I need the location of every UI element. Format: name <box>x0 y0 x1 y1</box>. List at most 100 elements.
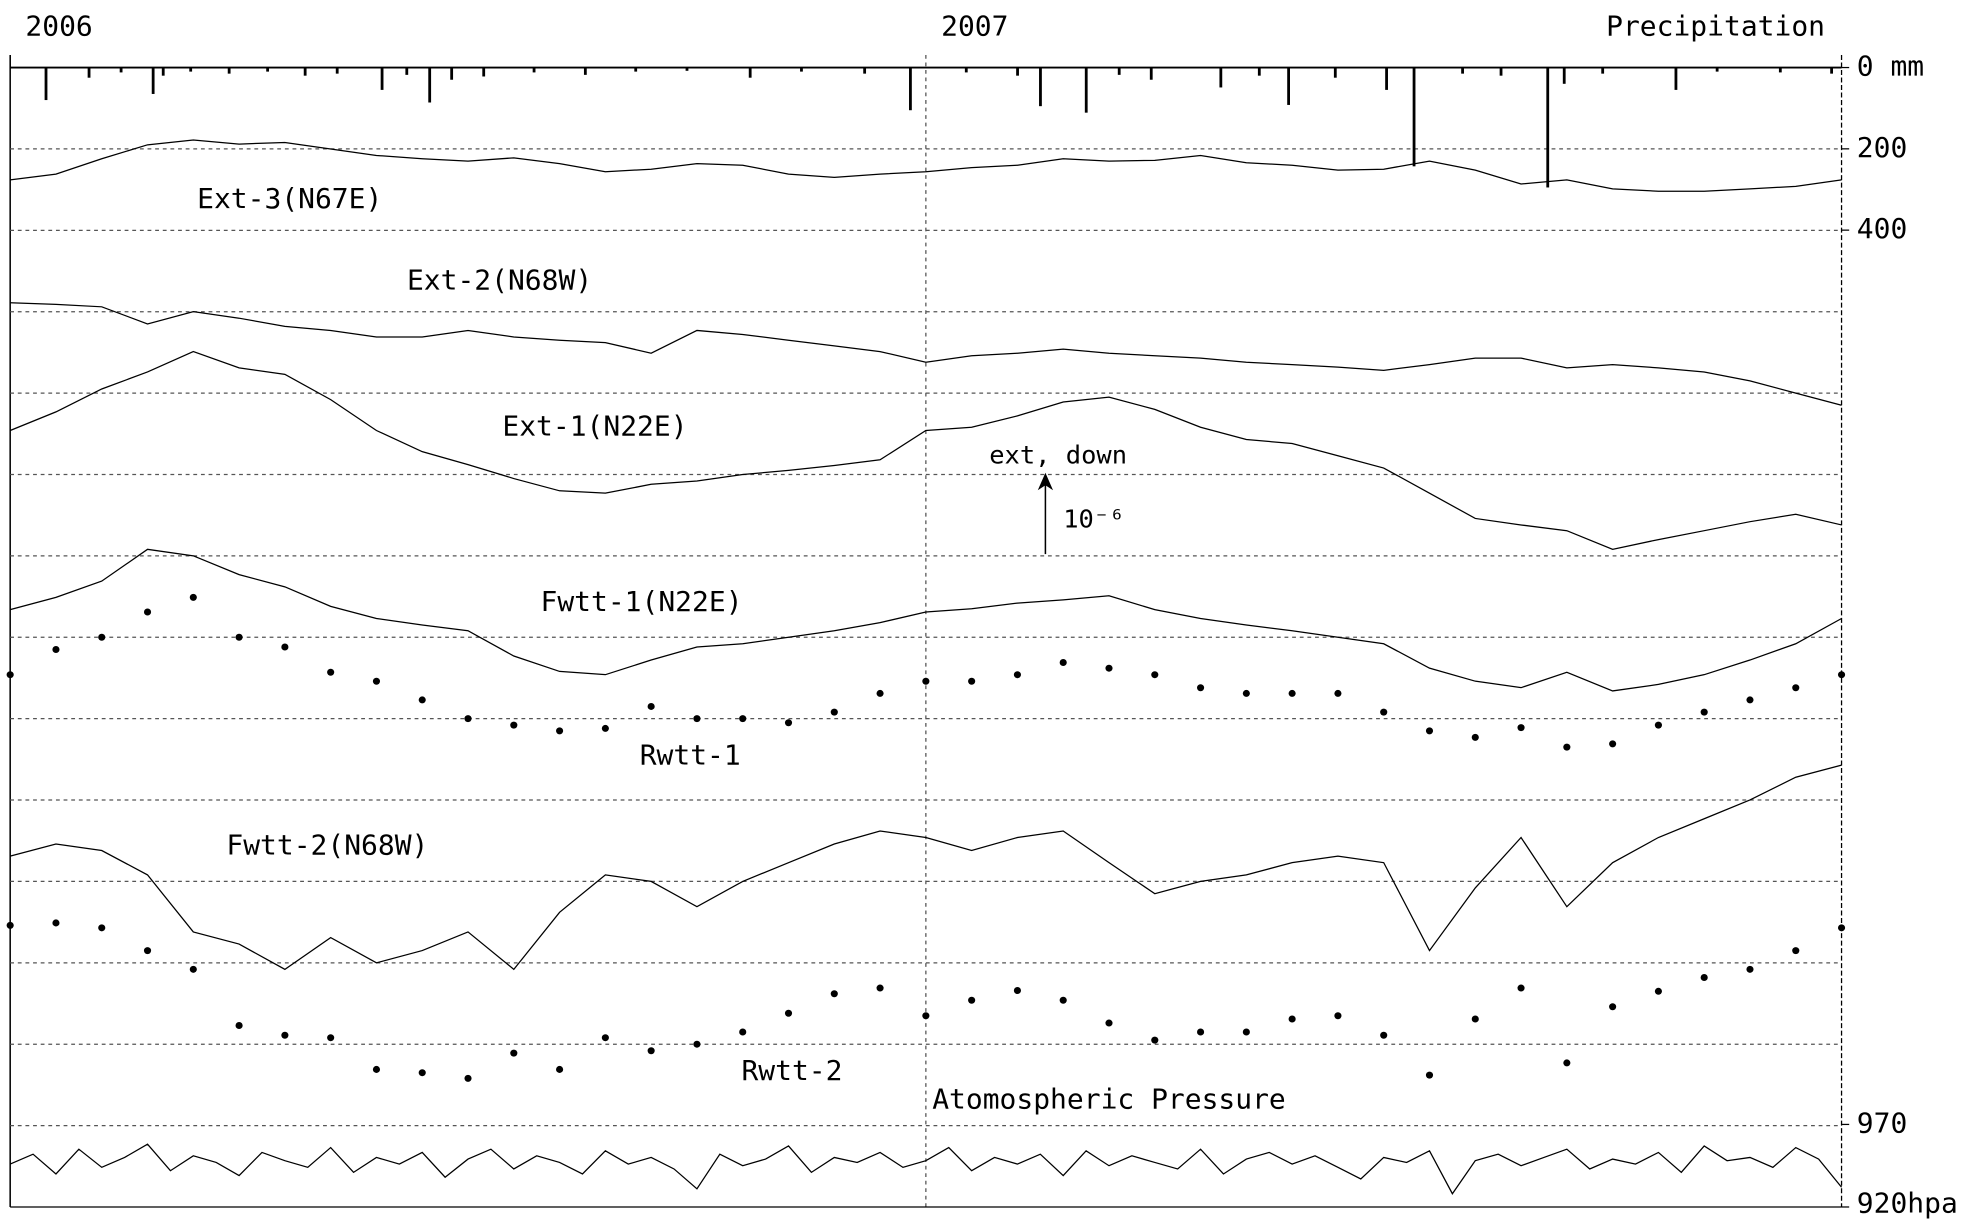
precipitation-bar <box>1016 67 1019 76</box>
precipitation-bar <box>1117 67 1121 75</box>
data-point <box>739 1028 747 1036</box>
y-tick-label: 920hpa <box>1857 1187 1958 1220</box>
scale-arrowhead <box>1037 472 1054 491</box>
series-line <box>10 764 1842 971</box>
data-point <box>1746 965 1754 973</box>
precipitation-bar <box>532 67 536 73</box>
data-point <box>235 1021 243 1029</box>
data-point <box>1746 696 1754 704</box>
precipitation-bar <box>482 67 486 77</box>
series-label: Fwtt-1(N22E) <box>541 585 743 618</box>
precipitation-bar <box>428 67 432 103</box>
data-point <box>1059 996 1067 1004</box>
data-point <box>1105 664 1113 672</box>
data-point <box>1517 724 1525 732</box>
data-point <box>1700 708 1708 716</box>
precipitation-bar <box>119 67 123 73</box>
data-point <box>556 1065 564 1073</box>
data-point <box>52 645 60 653</box>
series-label: Ext-3(N67E) <box>197 182 382 215</box>
data-point <box>1334 1012 1342 1020</box>
precipitation-bar <box>1546 67 1550 188</box>
precipitation-bar <box>1084 67 1088 113</box>
series-line <box>10 548 1842 692</box>
precipitation-bar <box>380 67 384 90</box>
data-point <box>1471 733 1479 741</box>
data-point <box>601 1034 609 1042</box>
data-point <box>693 1040 701 1048</box>
data-point <box>327 668 335 676</box>
y-tick-label: 0 mm <box>1857 50 1924 83</box>
data-point <box>52 919 60 927</box>
x-tick-label: 2006 <box>25 10 92 43</box>
data-point <box>6 671 14 679</box>
precipitation-bar <box>1149 67 1153 80</box>
data-point <box>281 643 289 651</box>
data-point <box>830 708 838 716</box>
data-point <box>556 727 564 735</box>
data-point <box>372 677 381 685</box>
precipitation-bar <box>909 67 912 111</box>
data-point <box>98 633 106 641</box>
data-point <box>1242 1028 1250 1036</box>
precipitation-bar <box>634 67 638 72</box>
data-point <box>6 921 14 929</box>
data-point <box>510 721 518 729</box>
precipitation-bar <box>1039 67 1042 107</box>
data-point <box>1059 658 1067 666</box>
data-point <box>1151 671 1159 679</box>
precipitation-bar <box>1674 67 1678 90</box>
series-label: Fwtt-2(N68W) <box>226 829 428 862</box>
scale-title: ext, down <box>989 441 1127 470</box>
data-point <box>1609 740 1617 748</box>
series-line <box>10 139 1842 192</box>
data-point <box>968 996 976 1004</box>
data-point <box>922 677 930 685</box>
precipitation-bar <box>405 67 409 75</box>
precipitation-bar <box>1778 67 1782 73</box>
precipitation-bar <box>266 67 270 72</box>
y-tick-label: 970 <box>1857 1107 1908 1140</box>
data-point <box>1013 986 1021 994</box>
data-point <box>327 1034 335 1042</box>
precipitation-bar <box>1257 67 1261 76</box>
data-point <box>189 593 197 601</box>
data-point <box>876 984 884 992</box>
precipitation-bar <box>685 67 689 71</box>
data-point <box>189 965 197 973</box>
data-point <box>647 702 655 710</box>
data-point <box>1105 1019 1113 1027</box>
data-point <box>1288 1015 1296 1023</box>
y-tick-label: 400 <box>1857 212 1908 245</box>
data-point <box>784 719 793 727</box>
data-point <box>1837 671 1846 679</box>
data-point <box>784 1009 793 1017</box>
data-point <box>1517 984 1525 992</box>
data-point <box>1288 689 1296 697</box>
scale-label: 10⁻⁶ <box>1063 504 1124 533</box>
data-point <box>235 633 243 641</box>
precipitation-bar <box>1385 67 1388 90</box>
pressure-line <box>9 1143 1843 1195</box>
precipitation-bar <box>161 67 165 76</box>
y-tick-label: 200 <box>1857 131 1908 164</box>
x-tick-label: 2007 <box>941 10 1008 43</box>
data-point <box>281 1031 289 1039</box>
data-point <box>1380 708 1388 716</box>
data-point <box>1197 684 1205 692</box>
precipitation-bar <box>863 67 867 74</box>
data-point <box>1563 743 1571 751</box>
precipitation-bar <box>335 67 339 74</box>
data-point <box>830 990 838 998</box>
precipitation-bar <box>1562 67 1566 84</box>
precipitation-bar <box>44 67 48 101</box>
data-point <box>418 696 426 704</box>
data-point <box>143 947 152 955</box>
data-point <box>510 1049 518 1057</box>
data-point <box>1792 684 1800 692</box>
data-point <box>1654 721 1662 729</box>
data-point <box>1837 924 1846 932</box>
precipitation-bar <box>583 67 587 75</box>
precipitation-bar <box>151 67 155 94</box>
